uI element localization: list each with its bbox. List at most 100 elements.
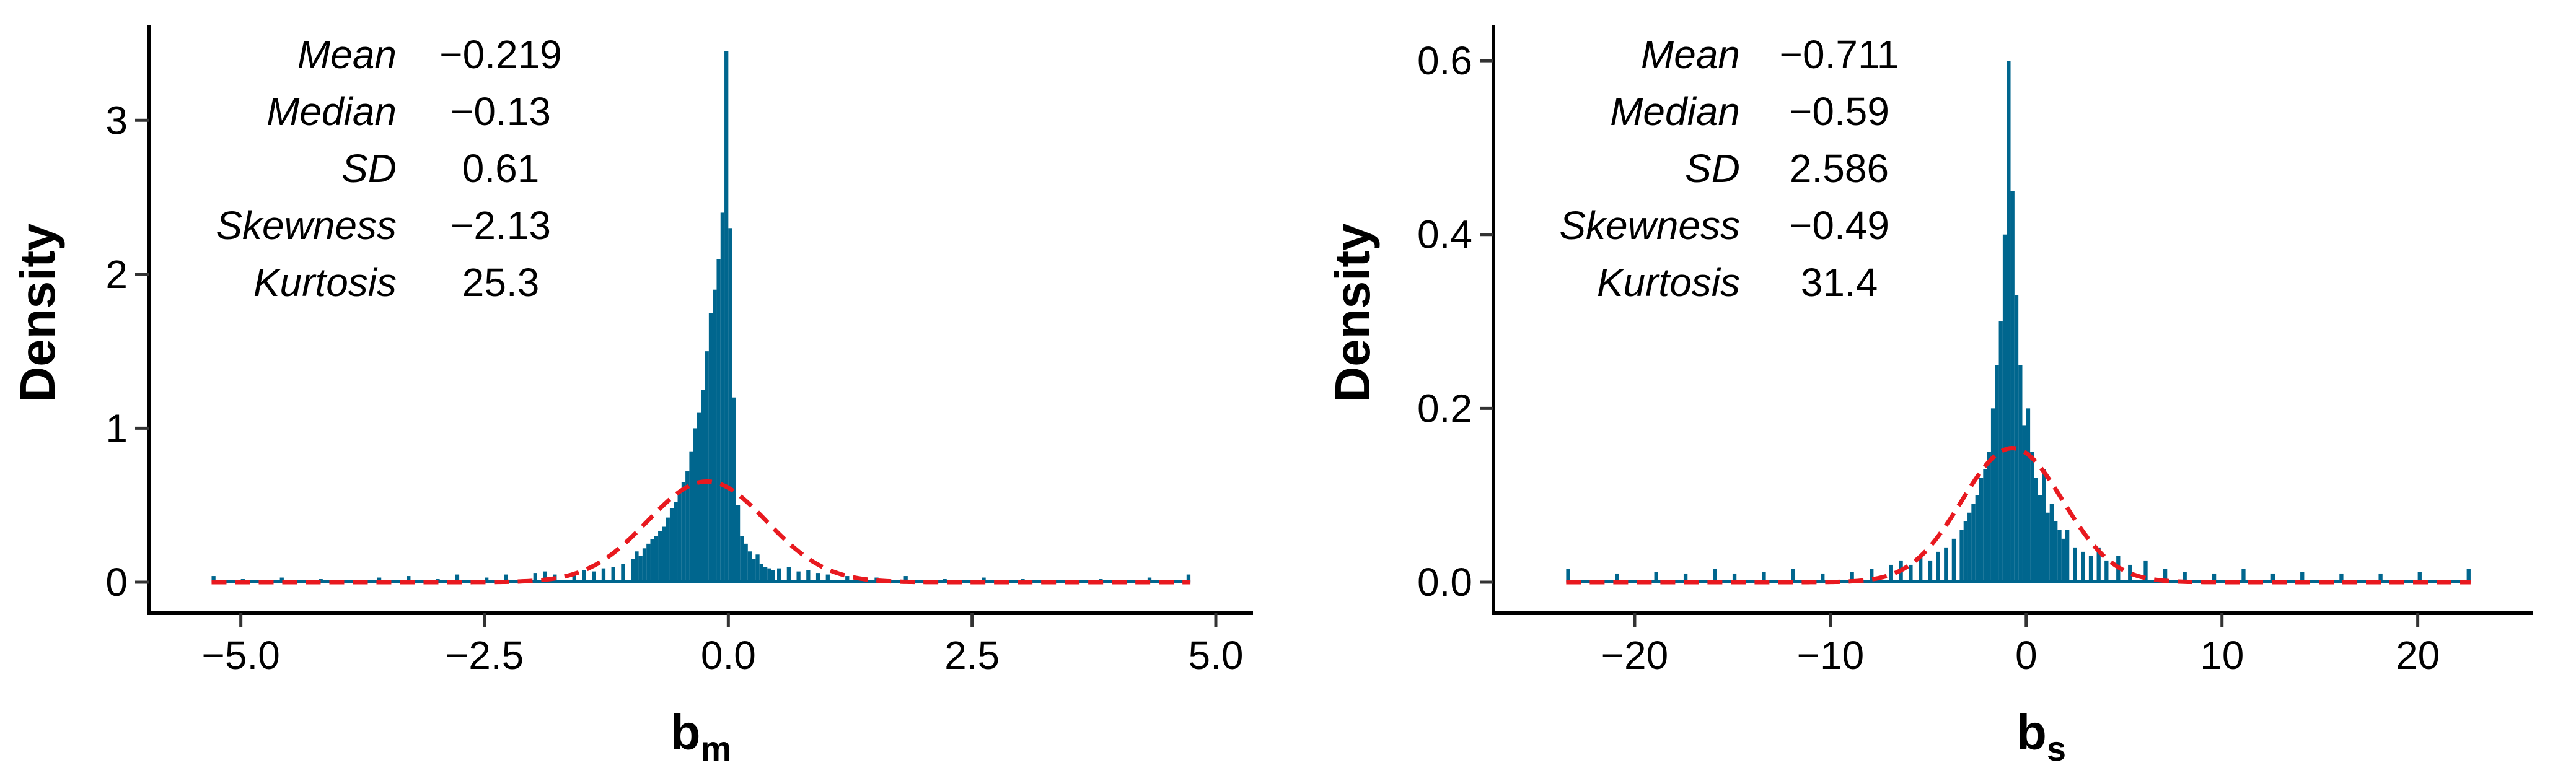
left-x-tick-label: −2.5	[446, 633, 524, 678]
right-y-axis-label: Density	[1325, 223, 1380, 402]
left-histogram-bar	[642, 548, 647, 582]
right-histogram-bar	[2104, 560, 2109, 582]
left-histogram-bar	[728, 228, 732, 582]
right-histogram-bar	[1995, 365, 1999, 582]
right-histogram-bar	[1928, 560, 1933, 582]
left-histogram-bar	[533, 573, 537, 582]
left-histogram-bar	[716, 259, 721, 582]
left-histogram-bar	[693, 428, 697, 582]
right-histogram-bar	[2378, 573, 2383, 582]
left-x-tick-label: 0.0	[701, 633, 756, 678]
left-histogram-bar	[572, 573, 576, 582]
left-histogram-bar	[650, 539, 654, 582]
left-histogram-bar	[621, 564, 625, 582]
left-histogram-bar	[815, 573, 820, 582]
left-histogram-bar	[674, 502, 678, 582]
right-histogram-bar	[1963, 521, 1968, 582]
left-x-axis-label-main: b	[670, 705, 701, 760]
left-histogram-bar	[845, 576, 850, 582]
left-histogram-bar	[654, 536, 659, 582]
right-histogram-bar	[1654, 572, 1658, 582]
right-histogram-bar	[1971, 504, 1976, 582]
left-y-axis-label: Density	[10, 223, 65, 402]
right-histogram-bar	[2143, 560, 2148, 582]
right-panel: Density bs −20 −10 0 10 20 0.0 0.2 0.4 0.6 Mean −0…	[1325, 25, 2533, 768]
right-histogram-bar	[2007, 61, 2011, 582]
left-x-axis-label: bm	[670, 705, 732, 768]
left-stat-name: Skewness	[216, 203, 397, 248]
right-histogram-bar	[2042, 469, 2046, 582]
left-histogram-bar	[740, 536, 744, 582]
left-y-tick-label: 0	[105, 560, 128, 604]
left-histogram-bar	[744, 543, 748, 582]
left-histogram-bar	[705, 351, 709, 582]
right-normal-curve	[1566, 446, 2471, 585]
left-histogram-bar	[685, 471, 690, 582]
left-stat-name: Mean	[297, 32, 397, 77]
left-stats-table: Mean −0.219 Median −0.13 SD 0.61 Skewness −2.13…	[216, 32, 561, 305]
left-histogram-bar	[455, 574, 460, 582]
right-histogram-bar	[1566, 569, 1570, 582]
right-histogram-bar	[1909, 564, 1913, 582]
right-y-tick-label: 0.2	[1417, 386, 1472, 430]
left-stat-name: Median	[266, 89, 397, 134]
left-histogram-bar	[635, 551, 639, 582]
right-stat-name: Skewness	[1559, 203, 1740, 248]
right-x-tick-label: 20	[2396, 633, 2440, 678]
right-histogram-bar	[2046, 512, 2050, 582]
right-histogram	[1566, 61, 2471, 583]
left-y-tick-label: 2	[105, 252, 128, 297]
right-histogram-bar	[2466, 569, 2471, 582]
left-stat-name: Kurtosis	[253, 260, 397, 305]
right-stat-name: Kurtosis	[1597, 260, 1740, 305]
right-histogram-bar	[2061, 538, 2065, 582]
left-histogram-bar	[903, 576, 908, 582]
right-histogram-bar	[1762, 572, 1766, 582]
right-stat-value: −0.59	[1789, 89, 1889, 134]
right-histogram-bar	[1936, 551, 1940, 582]
left-histogram-bar	[747, 551, 752, 582]
right-histogram-bar	[2022, 425, 2026, 582]
right-x-axis-label-subscript: s	[2047, 729, 2066, 768]
left-stat-value: 0.61	[462, 146, 540, 191]
right-stat-name: Median	[1610, 89, 1740, 134]
left-stat-value: −0.219	[439, 32, 562, 77]
right-y-tick-label: 0.6	[1417, 38, 1472, 83]
left-histogram-bar	[638, 556, 643, 582]
right-histogram-bar	[1951, 538, 1956, 582]
right-histogram-bar	[2096, 547, 2101, 582]
left-histogram-bar	[796, 571, 801, 582]
right-histogram-bar	[2049, 504, 2054, 582]
left-histogram-bar	[504, 574, 508, 582]
right-x-axis-label: bs	[2016, 705, 2066, 768]
left-y-tick-label: 1	[105, 406, 128, 450]
left-histogram-bar	[759, 564, 763, 582]
left-histogram-bar	[631, 559, 635, 582]
left-histogram-bar	[689, 451, 693, 582]
right-histogram-bar	[1983, 469, 1987, 582]
right-histogram-bar	[1944, 547, 1948, 582]
left-histogram-bar	[713, 289, 717, 582]
left-histogram-bar	[211, 576, 216, 582]
left-histogram-bar	[771, 570, 775, 582]
left-histogram-bar	[666, 517, 670, 582]
right-histogram-bar	[1959, 530, 1964, 582]
right-histogram-bar	[1987, 452, 1991, 582]
right-stats-table: Mean −0.711 Median −0.59 SD 2.586 Skewness −0.4…	[1559, 32, 1899, 305]
left-stat-value: −0.13	[451, 89, 551, 134]
right-histogram-bar	[2034, 478, 2038, 582]
right-stat-value: 2.586	[1790, 146, 1889, 191]
right-histogram-bar	[1990, 408, 1995, 582]
right-stat-value: 31.4	[1801, 260, 1878, 305]
left-histogram-bar	[732, 397, 736, 582]
left-x-tick-label: 5.0	[1189, 633, 1244, 678]
right-histogram-bar	[2241, 569, 2246, 582]
left-histogram-bar	[582, 570, 586, 582]
right-histogram-bar	[2057, 530, 2062, 582]
left-histogram-bar	[407, 576, 411, 582]
right-histogram-bar	[1975, 495, 1979, 582]
left-histogram-bar	[825, 574, 830, 582]
right-histogram-bar	[1870, 569, 1874, 582]
right-histogram-bar	[1979, 478, 1984, 582]
right-histogram-bar	[1683, 573, 1688, 582]
